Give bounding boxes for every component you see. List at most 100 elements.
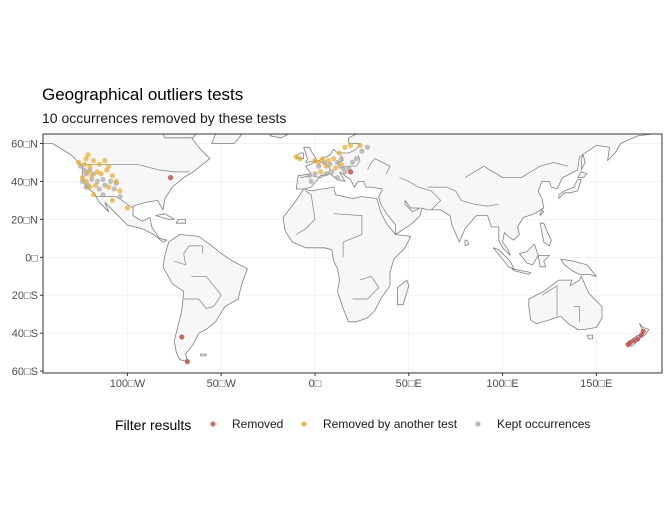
kept-occurrence-point xyxy=(96,186,102,192)
removed-by-another-test-point xyxy=(323,163,329,169)
plot-subtitle: 10 occurrences removed by these tests xyxy=(42,110,286,126)
landmass-japan xyxy=(558,179,582,199)
y-tick-label: 0□ xyxy=(25,252,38,264)
landmass-sulawesi xyxy=(537,255,550,268)
kept-occurrence-point xyxy=(100,192,106,198)
legend-key xyxy=(210,421,216,427)
kept-occurrence-point xyxy=(312,171,318,177)
kept-occurrence-point xyxy=(342,169,348,175)
removed-by-another-test-point xyxy=(92,182,99,188)
removed-by-another-test-point xyxy=(81,161,87,167)
country-border-line xyxy=(367,158,391,174)
legend-key xyxy=(301,421,307,427)
removed-by-another-test-point xyxy=(106,184,112,190)
series-removed-point xyxy=(168,169,646,365)
x-axis-ticks: 100□W 50□W 0□ 50□E 100□E 150□E xyxy=(110,373,613,390)
series-removed-by-another-test-point xyxy=(76,142,363,211)
removed-by-another-test-point xyxy=(89,173,95,179)
removed-by-another-test-point xyxy=(331,156,337,162)
landmass-iceland xyxy=(269,134,290,139)
x-tick-label: 50□W xyxy=(207,378,237,390)
landmass-tasmania xyxy=(586,334,593,340)
landmass-svalbard xyxy=(338,106,364,112)
removed-by-another-test-point xyxy=(85,152,91,158)
kept-occurrence-point xyxy=(364,144,371,150)
removed-point xyxy=(640,328,646,334)
landmass-hispaniola xyxy=(175,219,186,224)
kept-occurrence-point xyxy=(306,173,312,179)
landmass-australia xyxy=(528,275,603,330)
landmass-falklands xyxy=(200,353,207,357)
landmass-java xyxy=(511,268,532,275)
landmass-sri-lanka xyxy=(464,239,470,247)
removed-point xyxy=(179,334,185,340)
landmass-novaya-zemlya xyxy=(413,115,432,123)
country-border-line xyxy=(464,162,569,178)
kept-occurrence-point xyxy=(100,176,106,183)
removed-point xyxy=(168,175,174,181)
removed-by-another-test-point xyxy=(85,169,91,175)
landmass-arabian-gulf-shape xyxy=(404,200,421,213)
removed-by-another-test-point xyxy=(87,184,93,190)
removed-by-another-test-point xyxy=(109,173,115,179)
kept-occurrence-point xyxy=(349,159,356,166)
landmass-madagascar xyxy=(397,279,410,306)
kept-occurrence-point xyxy=(359,148,365,154)
landmass-greenland xyxy=(211,134,243,144)
kept-occurrence-point xyxy=(323,171,329,177)
y-axis-ticks: 60□N 40□N 20□N 0□ 20□S 40□S 60□S xyxy=(11,138,43,378)
landmass-eurasia xyxy=(295,134,653,256)
kept-occurrence-point xyxy=(338,156,344,162)
removed-by-another-test-point xyxy=(109,197,115,203)
country-borders xyxy=(43,106,653,362)
kept-occurrence-point xyxy=(329,169,335,175)
country-border-line xyxy=(183,275,222,309)
landmass-south-america xyxy=(162,234,248,362)
removed-by-another-test-point xyxy=(357,142,363,148)
legend-title: Filter results xyxy=(115,417,191,433)
country-border-line xyxy=(573,306,580,322)
removed-by-another-test-point xyxy=(104,167,110,173)
removed-by-another-test-point xyxy=(318,169,324,175)
y-tick-label: 40□N xyxy=(11,176,38,188)
removed-by-another-test-point xyxy=(76,159,82,166)
removed-by-another-test-point xyxy=(342,144,348,150)
legend-key xyxy=(475,421,481,427)
kept-occurrence-point xyxy=(117,194,123,200)
y-tick-label: 60□S xyxy=(12,366,38,378)
x-tick-label: 100□W xyxy=(110,378,146,390)
legend-items: Removed Removed by another test Kept occur… xyxy=(210,417,590,431)
removed-by-another-test-point xyxy=(338,161,344,167)
y-tick-label: 60□N xyxy=(11,138,38,150)
landmass-baffin xyxy=(162,134,197,139)
country-border-line xyxy=(427,186,499,207)
kept-occurrence-point xyxy=(316,163,322,169)
removed-by-another-test-point xyxy=(325,158,331,164)
landmass-cuba xyxy=(155,213,175,220)
kept-occurrence-point xyxy=(83,184,89,190)
removed-by-another-test-point xyxy=(87,163,93,169)
removed-by-another-test-point xyxy=(91,192,97,198)
landmass-hokkaido xyxy=(577,171,588,178)
plot-title: Geographical outliers tests xyxy=(42,85,243,104)
removed-by-another-test-point xyxy=(348,142,354,148)
removed-by-another-test-point xyxy=(124,205,130,211)
removed-by-another-test-point xyxy=(113,178,119,184)
kept-occurrence-point xyxy=(107,178,114,184)
removed-by-another-test-point xyxy=(333,165,339,171)
removed-by-another-test-point xyxy=(91,158,97,164)
legend-label: Removed xyxy=(232,417,283,431)
kept-occurrence-point xyxy=(308,178,314,184)
x-tick-label: 50□E xyxy=(396,378,422,390)
removed-by-another-test-point xyxy=(312,158,318,164)
y-tick-label: 40□S xyxy=(12,328,38,340)
removed-by-another-test-point xyxy=(336,150,342,156)
country-border-line xyxy=(352,275,380,300)
legend-label: Kept occurrences xyxy=(497,417,590,431)
legend: Filter results Removed Removed by another… xyxy=(115,417,590,433)
y-tick-label: 20□N xyxy=(11,214,38,226)
kept-occurrence-point xyxy=(79,178,85,184)
removed-by-another-test-point xyxy=(96,161,102,167)
removed-by-another-test-point xyxy=(297,156,303,162)
